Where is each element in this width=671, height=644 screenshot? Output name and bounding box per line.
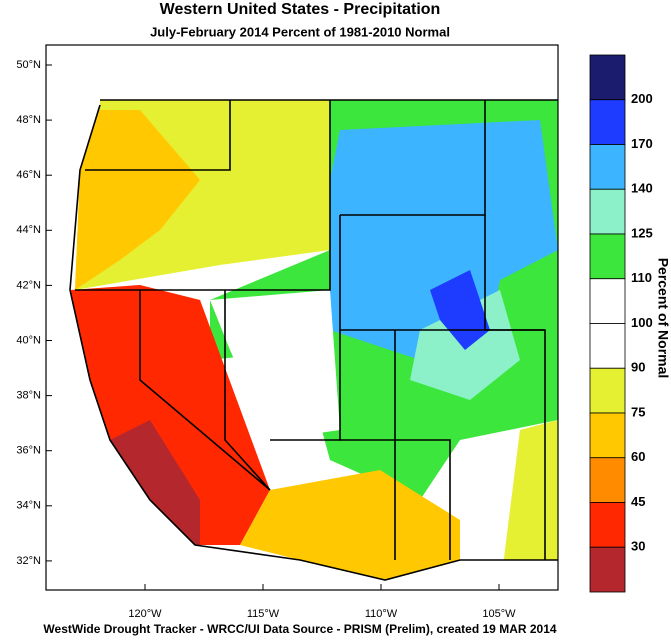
subtitle: July-February 2014 Percent of 1981-2010 … [150,24,450,39]
colorbar-tick-label: 45 [631,494,645,509]
region-driest [110,420,200,545]
colorbar-segment [589,412,626,459]
lat-label: 48°N [16,114,41,126]
colorbar-segment [589,502,626,548]
state-line [75,100,331,291]
region-very-wet [330,120,558,380]
colorbar-tick-label: 100 [631,315,653,330]
lat-label: 44°N [16,224,41,236]
colorbar-segment [589,457,626,503]
lat-axis: 50°N 48°N 46°N 44°N 42°N 40°N 38°N 36°N 34°N 32°N [16,59,52,567]
colorbar-tick-label: 90 [631,360,645,375]
colorbar-segment [589,278,626,324]
map-frame [45,44,559,591]
lat-label: 40°N [16,334,41,346]
lat-label: 32°N [16,555,41,567]
mexico [46,545,558,590]
state-line [85,100,231,171]
state-line [484,215,546,560]
lat-label: 50°N [16,59,41,71]
lon-axis: 120°W 115°W 110°W 105°W [128,584,516,620]
region-very-dry [70,285,270,545]
lon-label: 105°W [482,608,516,620]
colorbar-tick-label: 110 [631,270,652,285]
footer: WestWide Drought Tracker - WRCC/UI Data … [43,622,556,636]
region-drier [75,110,200,290]
colorbar-tick-label: 75 [631,404,645,419]
state-line [224,290,271,491]
lat-label: 42°N [16,279,41,291]
colorbar-tick-label: 125 [631,225,653,240]
colorbar-segment [589,188,626,235]
state-line [139,290,271,491]
region-south [240,470,460,580]
colorbar-segment [589,367,626,414]
colorbar-segment [589,546,626,593]
colorbar-tick-label: 140 [631,181,653,196]
lon-label: 120°W [128,608,162,620]
coast [69,104,558,581]
colorbar-segment [589,99,626,145]
region-normal [210,290,340,440]
colorbar-segment [589,323,626,369]
colorbar-segment [589,233,626,280]
lon-label: 115°W [247,608,280,620]
lon-label: 110°W [365,608,398,620]
colorbar-label: Percent of Normal [655,258,671,379]
colorbar-tick-label: 60 [631,449,645,464]
colorbar: 200 170 140 125 110 100 90 75 60 45 30 [589,54,653,593]
colorbar-segment [589,144,626,190]
lat-label: 38°N [16,390,41,402]
title: Western United States - Precipitation [160,1,441,18]
lat-label: 34°N [16,500,41,512]
lat-label: 46°N [16,169,41,181]
colorbar-tick-label: 200 [631,91,653,106]
colorbar-tick-label: 170 [631,136,653,151]
colorbar-tick-label: 30 [631,539,645,554]
region-southeast [500,420,558,590]
map [45,44,559,591]
ocean [46,45,558,545]
lat-label: 36°N [16,445,41,457]
colorbar-segment [589,54,626,101]
